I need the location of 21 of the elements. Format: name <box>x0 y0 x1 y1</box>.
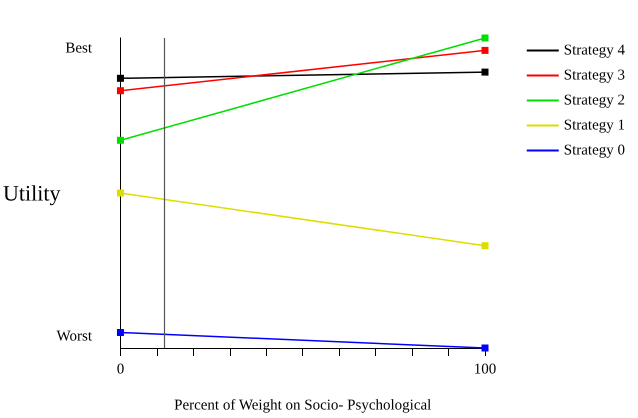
legend-label: Strategy 0 <box>564 142 626 158</box>
point <box>482 68 488 76</box>
point <box>482 34 488 42</box>
x-tick-label: 0 <box>116 362 124 378</box>
x-axis-title: Percent of Weight on Socio- Psychological <box>174 398 432 414</box>
text: Worst <box>56 328 93 344</box>
point <box>482 344 488 352</box>
legend-label: Strategy 2 <box>564 92 626 108</box>
point <box>482 242 488 250</box>
legend-label: Strategy 4 <box>564 42 626 58</box>
point <box>116 329 124 336</box>
y-axis-title: Utility <box>2 180 60 206</box>
legend-label: Strategy 3 <box>564 68 626 84</box>
point <box>116 74 124 82</box>
point <box>116 190 124 196</box>
x-tick-label: 100 <box>474 362 496 378</box>
point <box>116 87 124 94</box>
point <box>116 136 124 144</box>
point <box>482 46 488 54</box>
text: Best <box>65 40 93 56</box>
legend-label: Strategy 1 <box>564 118 626 134</box>
